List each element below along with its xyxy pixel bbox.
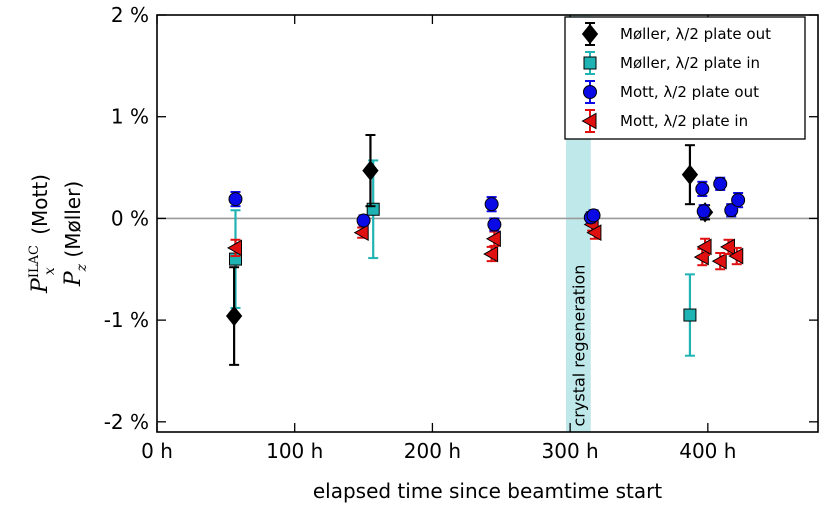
plot-frame bbox=[156, 14, 819, 433]
x-tick-label: 0 h bbox=[141, 439, 173, 463]
sup-ilac: ILAC bbox=[27, 245, 42, 278]
series-3 bbox=[226, 216, 744, 271]
p-symbol: P bbox=[61, 270, 86, 287]
sub-x: x bbox=[42, 267, 58, 275]
data-point bbox=[483, 245, 499, 263]
data-point bbox=[713, 176, 728, 191]
legend-marker bbox=[581, 112, 597, 130]
axis-labels: elapsed time since beamtime start PILACx … bbox=[27, 174, 662, 503]
legend-entry: Møller, λ/2 plate out bbox=[620, 25, 771, 43]
series-0 bbox=[225, 134, 714, 366]
y-axis-label-mott: PILACx (Mott) bbox=[27, 174, 58, 294]
data-point bbox=[228, 192, 243, 207]
y-tick-label: -1 % bbox=[104, 308, 149, 332]
mott-text: (Mott) bbox=[28, 174, 52, 241]
legend: Møller, λ/2 plate out Møller, λ/2 plate i… bbox=[564, 16, 806, 140]
moller-text: (Møller) bbox=[61, 181, 85, 264]
legend-box bbox=[564, 16, 806, 140]
data-point bbox=[356, 213, 371, 228]
y-tick-label: 1 % bbox=[111, 105, 149, 129]
y-tick-label: -2 % bbox=[104, 410, 149, 434]
y-tick-label: 2 % bbox=[111, 3, 149, 27]
data-point bbox=[226, 239, 242, 257]
series-layer bbox=[225, 134, 746, 366]
data-point bbox=[695, 181, 710, 196]
y-axis-label-moller: Pz (Møller) bbox=[61, 181, 90, 287]
axes-layer: 0 h 100 h 200 h 300 h 400 h -2 % -1 % 0 % 1 % 2 % bbox=[104, 3, 819, 463]
x-tick-label: 300 h bbox=[542, 439, 599, 463]
data-point bbox=[681, 164, 699, 185]
data-point bbox=[711, 252, 727, 270]
data-point bbox=[225, 305, 243, 327]
y-tick-label: 0 % bbox=[111, 206, 149, 230]
x-tick-label: 100 h bbox=[266, 439, 323, 463]
data-point bbox=[728, 247, 744, 265]
data-point bbox=[487, 217, 502, 232]
data-point bbox=[484, 197, 499, 212]
legend-marker bbox=[581, 23, 599, 45]
data-point bbox=[353, 224, 369, 242]
series-1 bbox=[228, 159, 697, 357]
sub-z: z bbox=[74, 263, 90, 272]
data-point bbox=[731, 193, 746, 208]
legend-marker bbox=[583, 56, 597, 70]
data-point bbox=[696, 204, 711, 219]
legend-entry: Mott, λ/2 plate in bbox=[620, 112, 748, 130]
series-2 bbox=[228, 176, 746, 232]
legend-marker bbox=[583, 85, 597, 99]
data-point bbox=[366, 202, 380, 216]
data-point bbox=[696, 238, 712, 256]
legend-entry: Møller, λ/2 plate in bbox=[620, 54, 760, 72]
data-point bbox=[719, 238, 735, 256]
x-tick-label: 200 h bbox=[404, 439, 461, 463]
data-point bbox=[485, 230, 501, 248]
legend-entry: Mott, λ/2 plate out bbox=[620, 83, 759, 101]
p-symbol: P bbox=[28, 277, 53, 294]
x-axis-label: elapsed time since beamtime start bbox=[313, 479, 662, 503]
data-point bbox=[586, 208, 601, 223]
data-point bbox=[683, 308, 697, 322]
data-point bbox=[362, 160, 379, 181]
band-label: crystal regeneration bbox=[569, 265, 588, 427]
data-point bbox=[586, 224, 602, 242]
x-tick-label: 400 h bbox=[679, 439, 736, 463]
